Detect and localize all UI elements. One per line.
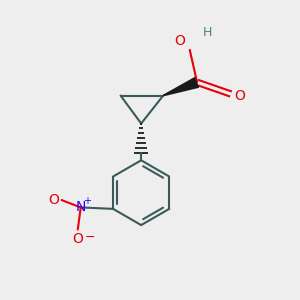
- Text: −: −: [84, 231, 95, 244]
- Text: O: O: [72, 232, 83, 246]
- Text: +: +: [83, 196, 91, 206]
- Text: O: O: [175, 34, 185, 47]
- Text: N: N: [76, 200, 86, 214]
- Text: H: H: [203, 26, 212, 39]
- Polygon shape: [163, 77, 199, 96]
- Text: O: O: [48, 193, 59, 207]
- Text: O: O: [234, 88, 245, 103]
